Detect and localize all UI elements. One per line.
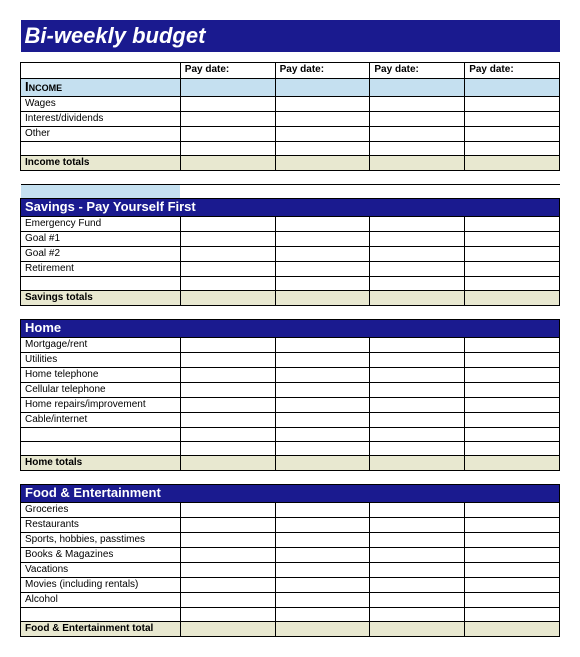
col-header-3: Pay date: [370, 62, 465, 78]
table-row: Alcohol [21, 592, 560, 607]
table-row: Interest/dividends [21, 111, 560, 126]
totals-row-food: Food & Entertainment total [21, 621, 560, 636]
totals-row-income: Income totals [21, 155, 560, 170]
budget-table: Bi-weekly budget Pay date: Pay date: Pay… [20, 20, 560, 637]
table-row: Retirement [21, 261, 560, 276]
table-row: Cellular telephone [21, 382, 560, 397]
table-row: Wages [21, 96, 560, 111]
table-row: Cable/internet [21, 412, 560, 427]
table-row: Restaurants [21, 517, 560, 532]
table-row: Mortgage/rent [21, 337, 560, 352]
table-row: Utilities [21, 352, 560, 367]
title-row: Bi-weekly budget [21, 20, 560, 52]
page-title: Bi-weekly budget [21, 20, 560, 52]
table-row: Groceries [21, 502, 560, 517]
col-header-1: Pay date: [180, 62, 275, 78]
section-header-income: Income [21, 78, 560, 96]
table-row [21, 276, 560, 290]
table-row: Movies (including rentals) [21, 577, 560, 592]
totals-row-home: Home totals [21, 455, 560, 470]
totals-row-savings: Savings totals [21, 290, 560, 305]
col-header-2: Pay date: [275, 62, 370, 78]
table-row: Emergency Fund [21, 216, 560, 231]
table-row: Other [21, 126, 560, 141]
section-header-savings: Savings - Pay Yourself First [21, 198, 560, 216]
table-row: Home repairs/improvement [21, 397, 560, 412]
section-header-food: Food & Entertainment [21, 484, 560, 502]
table-row: Sports, hobbies, passtimes [21, 532, 560, 547]
table-row [21, 141, 560, 155]
col-header-4: Pay date: [465, 62, 560, 78]
table-row [21, 427, 560, 441]
table-row: Books & Magazines [21, 547, 560, 562]
table-row: Goal #1 [21, 231, 560, 246]
section-header-home: Home [21, 319, 560, 337]
table-row: Goal #2 [21, 246, 560, 261]
table-row [21, 607, 560, 621]
column-headers: Pay date: Pay date: Pay date: Pay date: [21, 62, 560, 78]
table-row: Vacations [21, 562, 560, 577]
table-row: Home telephone [21, 367, 560, 382]
table-row [21, 441, 560, 455]
